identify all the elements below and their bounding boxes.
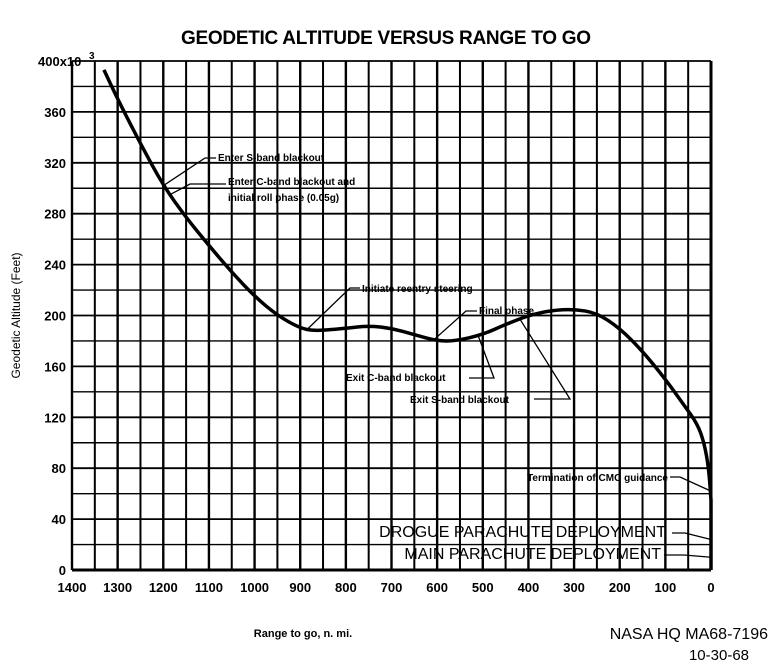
x-tick-label: 0: [707, 580, 714, 595]
y-tick-label: 120: [44, 410, 66, 425]
annotation-main-deployment: MAIN PARACHUTE DEPLOYMENT: [404, 546, 661, 563]
annotation-drogue-deployment-leader: [672, 532, 712, 541]
annotation-final-phase: Final phase: [479, 306, 534, 317]
x-tick-label: 1300: [103, 580, 132, 595]
x-tick-label: 300: [563, 580, 585, 595]
x-tick-label: 400: [518, 580, 540, 595]
annotation-enter-s-band: Enter S-band blackout: [218, 153, 325, 164]
y-axis-label: Geodetic Altitude (Feet): [9, 252, 23, 378]
y-tick-label: 320: [44, 156, 66, 171]
annotation-drogue-deployment: DROGUE PARACHUTE DEPLOYMENT: [379, 524, 666, 541]
figure-id: NASA HQ MA68-7196: [610, 626, 768, 643]
y-multiplier-exponent: 3: [89, 51, 95, 62]
x-tick-label: 800: [335, 580, 357, 595]
altitude-curve: [102, 69, 713, 570]
x-axis-label: Range to go, n. mi.: [254, 628, 352, 640]
chart-title: GEODETIC ALTITUDE VERSUS RANGE TO GO: [181, 28, 591, 49]
x-tick-label: 100: [655, 580, 677, 595]
annotation-exit-s-band: Exit S-band blackout: [410, 395, 510, 406]
annotation-exit-c-band-leader: [469, 335, 495, 379]
x-tick-label: 1200: [149, 580, 178, 595]
x-tick-label: 700: [381, 580, 403, 595]
annotation-final-phase-leader: [432, 310, 477, 342]
annotation-exit-c-band: Exit C-band blackout: [346, 373, 446, 384]
y-multiplier-label: 400x10: [38, 54, 81, 69]
x-tick-label: 500: [472, 580, 494, 595]
y-tick-label: 160: [44, 359, 66, 374]
x-tick-label: 200: [609, 580, 631, 595]
x-tick-label: 1400: [58, 580, 87, 595]
x-tick-label: 600: [426, 580, 448, 595]
x-tick-label: 1100: [195, 580, 223, 595]
annotation-main-deployment-leader: [664, 554, 712, 558]
y-tick-label: 280: [44, 207, 66, 222]
annotation-enter-c-band-line2: initial roll phase (0.05g): [228, 193, 339, 204]
y-tick-label: 0: [59, 563, 66, 578]
annotation-enter-s-band-leader: [162, 157, 216, 187]
annotation-initiate-steering: Initiate reentry steering: [362, 284, 473, 295]
annotation-enter-c-band-leader: [169, 183, 226, 196]
y-tick-label: 80: [52, 461, 66, 476]
annotation-exit-s-band-leader: [518, 317, 572, 400]
annotation-initiate-steering-leader: [306, 287, 360, 330]
x-tick-label: 1000: [240, 580, 269, 595]
annotation-enter-c-band: Enter C-band blackout and: [228, 177, 355, 188]
annotation-termination-cmc-leader: [670, 476, 712, 492]
y-tick-label: 40: [52, 512, 66, 527]
figure-date: 10-30-68: [689, 647, 749, 664]
y-tick-label: 200: [44, 309, 66, 324]
y-tick-label: 240: [44, 258, 66, 273]
annotation-termination-cmc: Termination of CMC guidance: [527, 473, 668, 484]
x-tick-label: 900: [289, 580, 311, 595]
y-tick-label: 360: [44, 105, 66, 120]
